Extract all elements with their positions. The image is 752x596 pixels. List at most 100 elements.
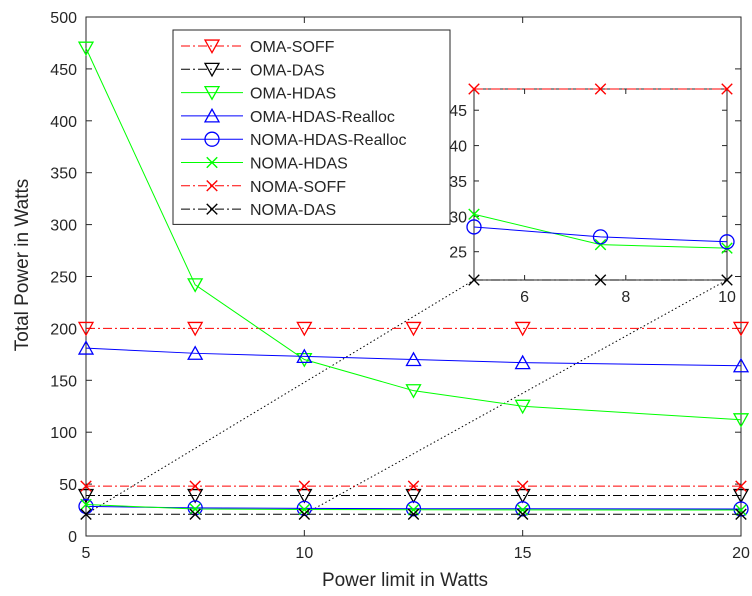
- data-point: [296, 352, 313, 368]
- data-point: [407, 508, 420, 520]
- legend-item: OMA-HDAS-Realloc: [181, 107, 395, 126]
- inset-y-tick-label: 35: [449, 174, 467, 191]
- connector-line: [304, 279, 728, 515]
- legend-item: NOMA-SOFF: [181, 179, 346, 196]
- series-line: [85, 504, 742, 511]
- legend-label: OMA-SOFF: [250, 39, 335, 56]
- data-point: [296, 488, 313, 504]
- series-line: [85, 347, 742, 367]
- series-oma-hdas: [77, 41, 750, 428]
- zoom-connector-lines: [85, 279, 728, 515]
- y-tick-label: 300: [50, 218, 77, 235]
- data-point: [298, 480, 311, 492]
- legend-marker: [203, 62, 221, 78]
- data-point: [735, 508, 747, 520]
- data-point: [405, 501, 422, 517]
- series-line: [85, 505, 742, 510]
- inset-data-point: [594, 274, 607, 286]
- inset-x-tick-label: 6: [520, 289, 529, 306]
- series-noma-das: [80, 508, 747, 520]
- inset-y-tick-label: 25: [449, 245, 467, 262]
- data-point: [80, 508, 92, 520]
- data-point: [732, 321, 750, 337]
- inset-data-point: [594, 238, 607, 251]
- inset-series-noma-hdas-realloc: [466, 219, 735, 250]
- legend-item: NOMA-HDAS-Realloc: [181, 131, 406, 149]
- inset-plot: 6 8 10 25 30 35 40 45: [449, 83, 736, 306]
- inset-data-point: [719, 234, 735, 250]
- legend-label: OMA-DAS: [250, 62, 325, 79]
- inset-data-point: [721, 83, 733, 95]
- legend-label: NOMA-HDAS: [250, 156, 348, 173]
- y-tick-label: 250: [50, 270, 77, 287]
- legend-item: NOMA-DAS: [181, 202, 336, 219]
- data-point: [405, 351, 422, 367]
- legend-marker: [203, 39, 221, 54]
- inset-frame: [473, 88, 728, 281]
- data-point: [407, 503, 420, 516]
- data-point: [296, 321, 313, 337]
- x-tick-label: 10: [295, 545, 313, 562]
- legend-label: NOMA-HDAS-Realloc: [250, 132, 406, 149]
- x-axis-label: Power limit in Watts: [322, 570, 488, 591]
- data-point: [77, 340, 95, 355]
- inset-x-tick-label: 10: [718, 289, 736, 306]
- x-tick-label: 15: [514, 545, 532, 562]
- legend-marker: [206, 203, 218, 215]
- legend-marker: [203, 107, 221, 123]
- data-point: [77, 488, 95, 504]
- series-oma-soff: [77, 321, 750, 337]
- data-point: [187, 278, 204, 293]
- data-point: [298, 503, 311, 516]
- inset-data-point: [721, 274, 733, 286]
- data-point: [187, 345, 204, 360]
- series-noma-hdas-realloc: [78, 498, 749, 517]
- inset-data-point: [592, 229, 609, 245]
- legend-label: NOMA-DAS: [250, 202, 336, 219]
- data-point: [735, 504, 747, 516]
- inset-data-point: [594, 83, 607, 95]
- legend-marker: [204, 131, 220, 147]
- data-point: [514, 399, 531, 415]
- data-point: [514, 321, 531, 337]
- legend-item: OMA-SOFF: [181, 39, 335, 56]
- inset-data-point: [468, 274, 480, 286]
- legend-label: OMA-HDAS-Realloc: [250, 109, 395, 126]
- data-point: [77, 321, 95, 337]
- data-point: [405, 321, 422, 337]
- data-point: [516, 508, 529, 520]
- data-point: [732, 357, 750, 373]
- legend-box: [172, 29, 451, 225]
- y-tick-label: 450: [50, 62, 77, 79]
- inset-x-tick-label: 8: [621, 289, 630, 306]
- data-point: [296, 348, 313, 364]
- data-point: [733, 501, 749, 517]
- data-point: [514, 354, 531, 370]
- data-point: [80, 480, 92, 492]
- data-point: [516, 480, 529, 492]
- main-series: [77, 41, 750, 520]
- data-point: [514, 488, 531, 504]
- legend-label: OMA-HDAS: [250, 86, 336, 103]
- legend-marker: [206, 180, 218, 192]
- data-point: [735, 480, 747, 492]
- legend-label: NOMA-SOFF: [250, 179, 346, 196]
- legend-item: OMA-DAS: [181, 62, 325, 79]
- data-point: [80, 498, 92, 511]
- data-point: [732, 413, 750, 428]
- inset-y-tick-label: 45: [449, 103, 467, 120]
- y-tick-label: 350: [50, 166, 77, 183]
- y-tick-label: 0: [68, 529, 77, 546]
- y-tick-label: 400: [50, 114, 77, 131]
- inset-data-point: [468, 208, 480, 220]
- series-noma-soff: [80, 480, 747, 492]
- data-point: [732, 488, 750, 504]
- y-axis-label: Total Power in Watts: [12, 179, 33, 351]
- series-oma-hdas-realloc: [77, 340, 750, 373]
- inset-series-noma-soff: [468, 83, 733, 95]
- series-line: [85, 47, 742, 421]
- inset-y-tick-label: 40: [449, 139, 467, 156]
- series-oma-das: [77, 488, 750, 504]
- data-point: [298, 508, 311, 520]
